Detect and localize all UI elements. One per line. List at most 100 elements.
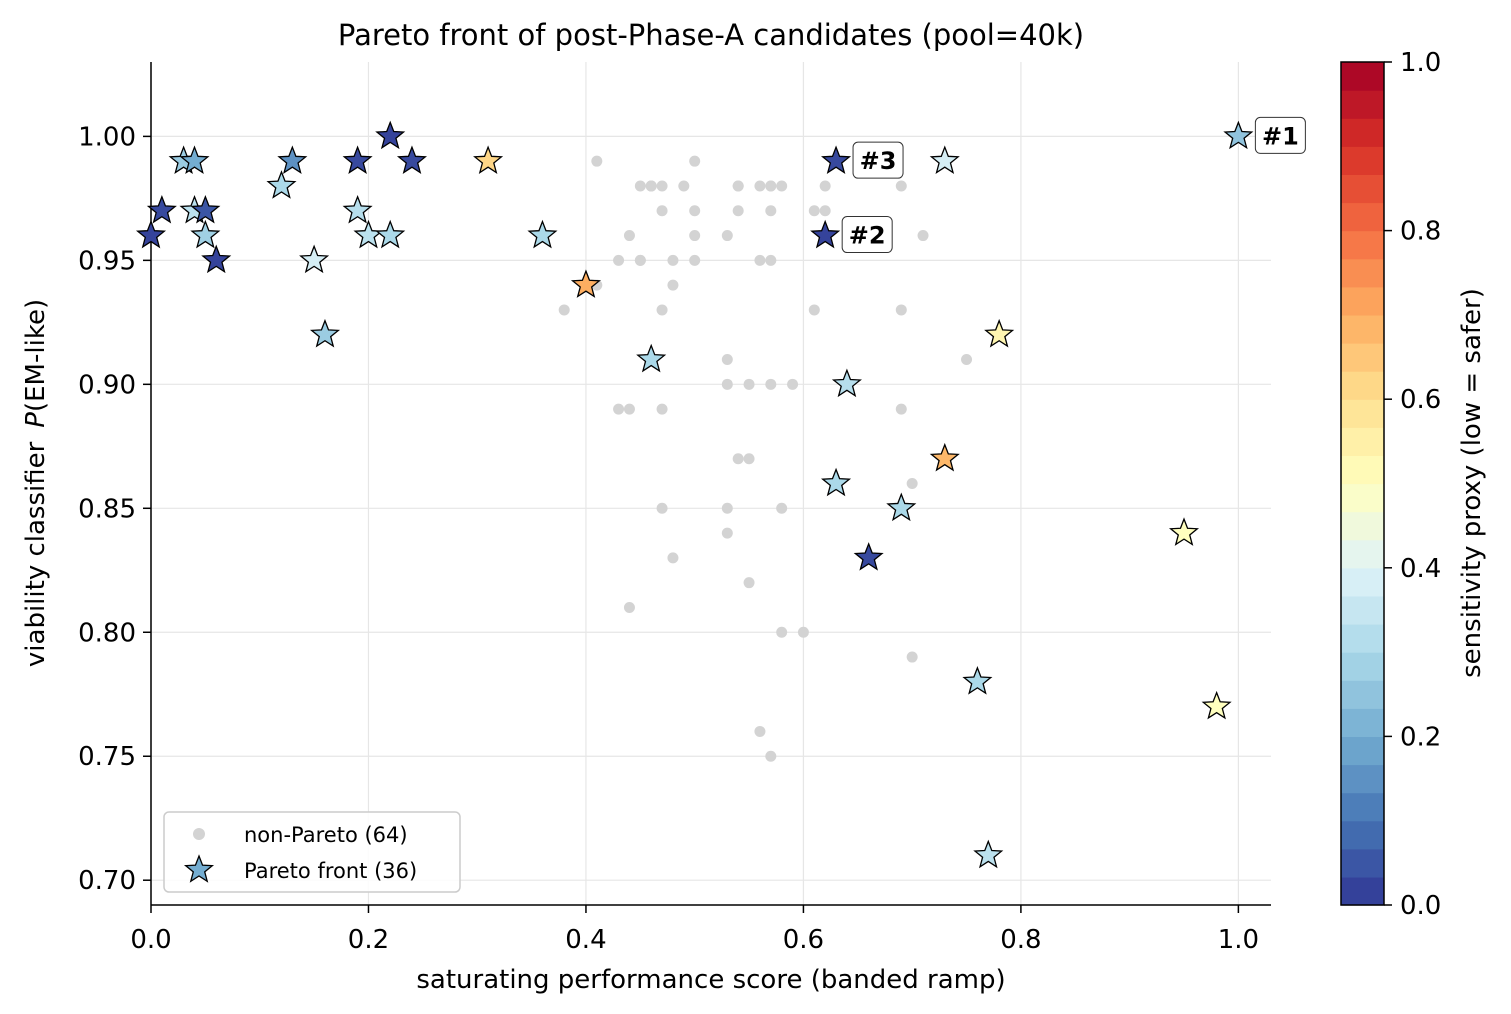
pareto-star bbox=[299, 244, 330, 274]
grid-layer bbox=[150, 62, 1271, 905]
x-tick-label: 0.8 bbox=[1000, 925, 1041, 955]
colorbar-tick-label: 0.4 bbox=[1400, 554, 1441, 584]
non-pareto-point bbox=[656, 403, 668, 415]
non-pareto-point bbox=[765, 378, 777, 390]
colorbar-segment bbox=[1341, 399, 1384, 428]
non-pareto-point bbox=[656, 180, 668, 192]
non-pareto-point bbox=[743, 453, 755, 465]
colorbar-tick-label: 1.0 bbox=[1400, 48, 1441, 78]
pareto-star bbox=[853, 542, 884, 571]
colorbar-segment bbox=[1341, 314, 1384, 344]
colorbar-segment bbox=[1341, 539, 1384, 569]
non-pareto-point bbox=[895, 403, 907, 415]
non-pareto-point bbox=[787, 378, 799, 390]
non-pareto-point bbox=[656, 502, 668, 514]
non-pareto-point bbox=[678, 180, 690, 192]
non-pareto-point bbox=[634, 254, 646, 266]
pareto-star bbox=[473, 145, 504, 174]
colorbar-segment bbox=[1341, 624, 1384, 653]
colorbar-tick-label: 0.2 bbox=[1400, 722, 1441, 752]
colorbar-tick-label: 0.0 bbox=[1400, 891, 1441, 921]
colorbar-tick-label: 0.8 bbox=[1400, 217, 1441, 247]
colorbar-segment bbox=[1341, 848, 1384, 878]
y-tick-label: 0.90 bbox=[78, 370, 136, 400]
y-tick-label: 0.70 bbox=[78, 866, 136, 896]
non-pareto-point bbox=[819, 205, 831, 217]
pareto-star bbox=[821, 145, 852, 174]
non-pareto-point bbox=[776, 180, 788, 192]
colorbar-segment bbox=[1341, 736, 1384, 766]
colorbar-segment bbox=[1341, 680, 1384, 709]
callout-layer: #1 #2 #3 bbox=[841, 116, 1306, 254]
pareto-star bbox=[886, 492, 917, 522]
pareto-star bbox=[375, 219, 406, 249]
x-tick-label: 1.0 bbox=[1218, 925, 1259, 955]
colorbar-segment bbox=[1341, 764, 1384, 794]
non-pareto-point bbox=[754, 725, 766, 737]
non-pareto-point bbox=[961, 354, 973, 366]
non-pareto-point bbox=[765, 254, 777, 266]
colorbar-segment bbox=[1341, 202, 1384, 232]
pareto-star bbox=[375, 120, 406, 150]
non-pareto-point bbox=[623, 230, 635, 242]
non-pareto-point bbox=[591, 155, 603, 167]
pareto-star bbox=[190, 194, 221, 224]
colorbar-segment bbox=[1341, 343, 1384, 372]
legend: non-Pareto (64) Pareto front (36) bbox=[163, 811, 461, 893]
legend-star-pareto bbox=[183, 854, 215, 883]
pareto-star bbox=[277, 145, 308, 174]
colorbar-segment bbox=[1341, 511, 1384, 541]
pareto-star bbox=[201, 244, 232, 274]
pareto-star bbox=[146, 194, 177, 224]
colorbar-segment bbox=[1341, 708, 1384, 737]
non-pareto-point bbox=[754, 180, 766, 192]
legend-label-non-pareto: non-Pareto (64) bbox=[244, 823, 408, 847]
x-tick-label: 0.6 bbox=[783, 925, 824, 955]
non-pareto-point bbox=[689, 230, 701, 242]
non-pareto-point bbox=[613, 254, 625, 266]
non-pareto-point bbox=[906, 651, 918, 663]
colorbar-segment bbox=[1341, 876, 1384, 906]
y-tick-label: 0.85 bbox=[78, 494, 136, 524]
non-pareto-point bbox=[613, 403, 625, 415]
non-pareto-point bbox=[721, 354, 733, 366]
pareto-star bbox=[973, 839, 1004, 869]
pareto-star bbox=[1168, 517, 1200, 546]
non-pareto-point bbox=[917, 230, 929, 242]
callout-box bbox=[852, 141, 904, 179]
non-pareto-point bbox=[656, 205, 668, 217]
non-pareto-point bbox=[765, 750, 777, 762]
y-axis-label-math: P(EM-like) bbox=[21, 299, 51, 428]
non-pareto-point bbox=[776, 626, 788, 638]
colorbar-segment bbox=[1341, 174, 1384, 204]
axes-layer: 0.0 0.2 0.4 0.6 0.8 1.0 0.70 0.75 0.80 0.85 0.90 0.… bbox=[78, 62, 1271, 955]
pareto-star bbox=[342, 145, 373, 174]
pareto-star bbox=[929, 442, 960, 472]
non-pareto-point bbox=[689, 254, 701, 266]
pareto-star bbox=[309, 318, 341, 348]
non-pareto-point bbox=[623, 601, 635, 613]
x-tick-label: 0.2 bbox=[348, 925, 389, 955]
y-axis-label-math-symbol: P bbox=[21, 412, 51, 428]
pareto-star bbox=[984, 318, 1015, 348]
non-pareto-point bbox=[797, 626, 809, 638]
colorbar-tick-label: 0.6 bbox=[1400, 385, 1441, 415]
non-pareto-point bbox=[776, 502, 788, 514]
colorbar-segment bbox=[1341, 483, 1384, 513]
non-pareto-point bbox=[645, 180, 657, 192]
non-pareto-point bbox=[765, 205, 777, 217]
colorbar-segment bbox=[1341, 567, 1384, 597]
colorbar-segment bbox=[1341, 62, 1384, 91]
non-pareto-point bbox=[656, 304, 668, 316]
non-pareto-point bbox=[743, 577, 755, 589]
non-pareto-point bbox=[754, 254, 766, 266]
y-tick-label: 0.80 bbox=[78, 618, 136, 648]
x-tick-label: 0.0 bbox=[130, 925, 171, 955]
colorbar: 0.0 0.2 0.4 0.6 0.8 1.0 bbox=[1340, 48, 1441, 921]
colorbar-segment bbox=[1341, 455, 1384, 485]
pareto-star bbox=[570, 269, 601, 298]
non-pareto-point bbox=[732, 453, 744, 465]
non-pareto-point bbox=[732, 180, 744, 192]
x-axis-label: saturating performance score (banded ram… bbox=[416, 965, 1005, 995]
